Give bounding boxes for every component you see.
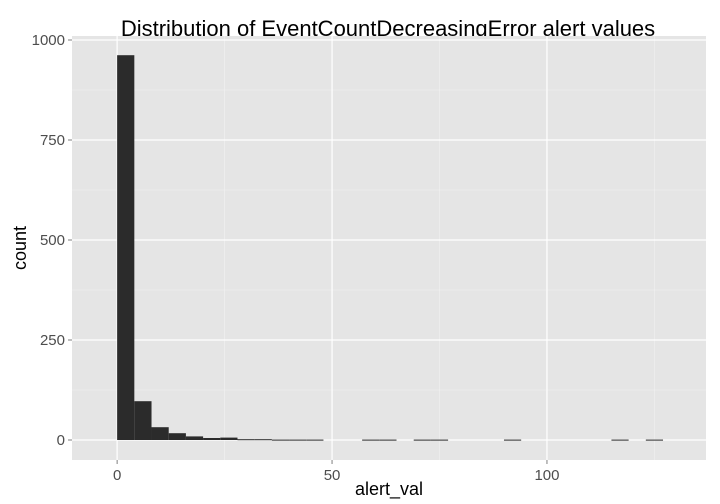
histogram-bar bbox=[168, 433, 186, 440]
histogram-bar bbox=[306, 439, 324, 441]
histogram-bars bbox=[117, 55, 664, 441]
minor-gridlines bbox=[72, 36, 706, 460]
histogram-bar bbox=[413, 439, 431, 441]
x-tick-label: 100 bbox=[534, 467, 559, 484]
histogram-bar bbox=[362, 439, 380, 441]
histogram-bar bbox=[151, 427, 169, 440]
x-axis-title: alert_val bbox=[355, 479, 423, 500]
histogram-bar bbox=[503, 439, 522, 441]
plot-panel bbox=[72, 36, 706, 460]
histogram-bar bbox=[430, 439, 449, 441]
histogram-bar bbox=[117, 55, 135, 440]
y-axis-title: count bbox=[10, 226, 30, 270]
x-tick-label: 0 bbox=[113, 467, 121, 484]
histogram-bar bbox=[289, 439, 307, 441]
histogram-bar bbox=[271, 439, 290, 441]
histogram-bar bbox=[645, 439, 664, 441]
y-tick-label: 500 bbox=[40, 232, 65, 249]
histogram-bar bbox=[220, 437, 238, 440]
histogram-bar bbox=[237, 439, 255, 441]
histogram-bar bbox=[134, 401, 152, 440]
histogram-bar bbox=[185, 436, 204, 440]
histogram-bar bbox=[611, 439, 629, 441]
x-tick-label: 50 bbox=[324, 467, 341, 484]
y-axis: 0 250 500 750 1000 bbox=[32, 32, 72, 449]
y-tick-label: 750 bbox=[40, 132, 65, 149]
histogram-bar bbox=[254, 439, 272, 441]
y-tick-label: 0 bbox=[57, 432, 65, 449]
histogram-bar bbox=[203, 438, 221, 440]
y-tick-label: 1000 bbox=[32, 32, 65, 49]
y-tick-label: 250 bbox=[40, 332, 65, 349]
x-axis: 0 50 100 bbox=[113, 460, 559, 484]
histogram-bar bbox=[379, 439, 397, 441]
